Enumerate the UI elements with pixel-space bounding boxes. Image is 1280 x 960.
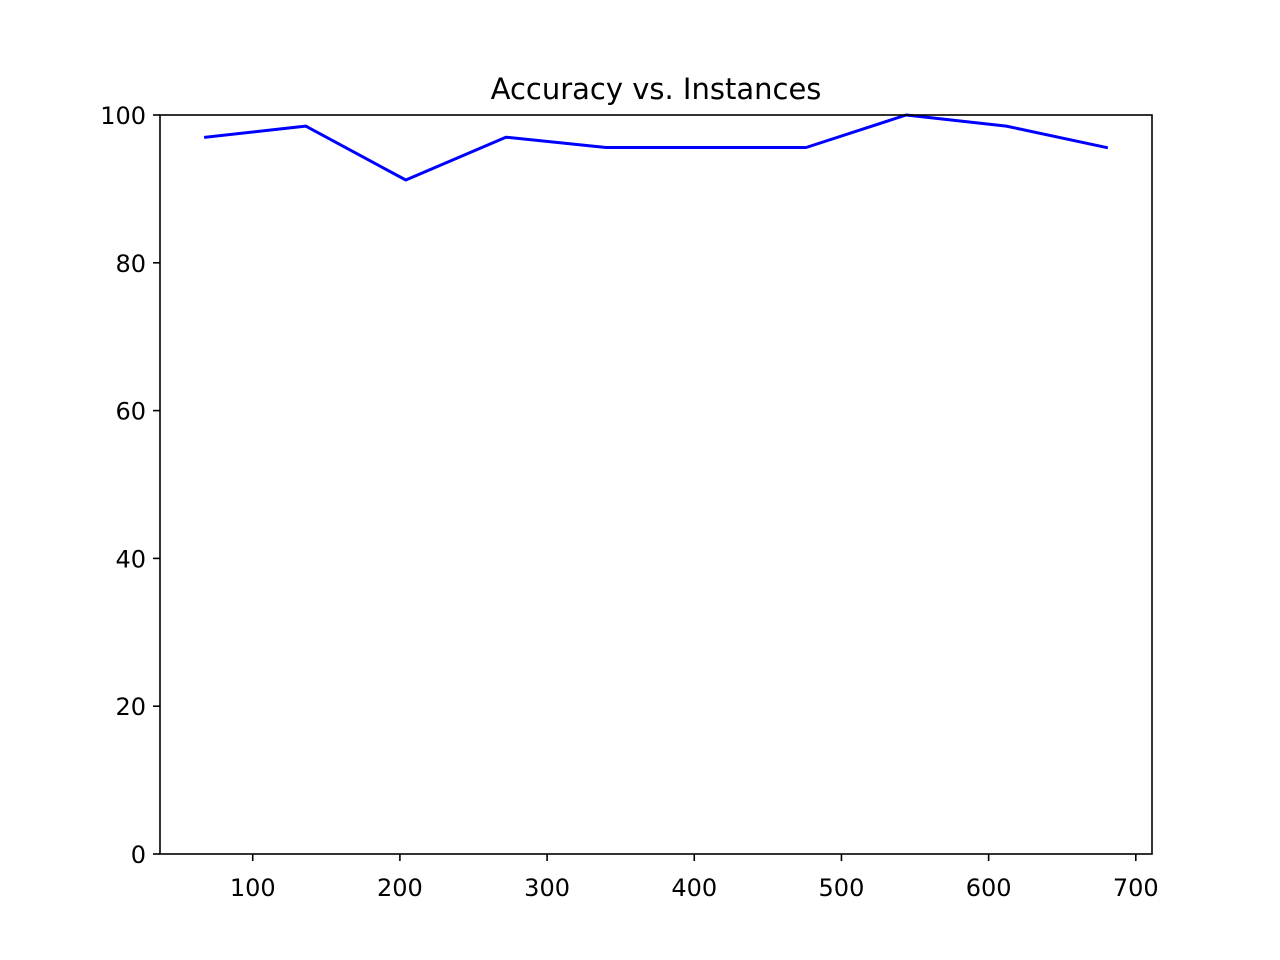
- x-tick-label-100: 100: [230, 874, 276, 902]
- x-tick-label-600: 600: [966, 874, 1012, 902]
- y-tick-label-20: 20: [115, 693, 146, 721]
- y-tick-label-80: 80: [115, 250, 146, 278]
- y-tick-label-100: 100: [100, 102, 146, 130]
- plot-frame: [159, 114, 1153, 855]
- y-tick-label-40: 40: [115, 545, 146, 573]
- chart-title: Accuracy vs. Instances: [491, 72, 822, 106]
- plot-area: 100 200 300 400 500 600 700 0 20 40 60 80 100: [100, 102, 1159, 902]
- y-tick-label-60: 60: [115, 398, 146, 426]
- x-tick-label-300: 300: [524, 874, 570, 902]
- x-tick-label-500: 500: [819, 874, 865, 902]
- series-line-0: [203, 113, 1109, 182]
- x-tick-label-700: 700: [1113, 874, 1159, 902]
- x-tick-label-200: 200: [377, 874, 423, 902]
- y-tick-label-0: 0: [131, 841, 146, 869]
- x-tick-label-400: 400: [671, 874, 717, 902]
